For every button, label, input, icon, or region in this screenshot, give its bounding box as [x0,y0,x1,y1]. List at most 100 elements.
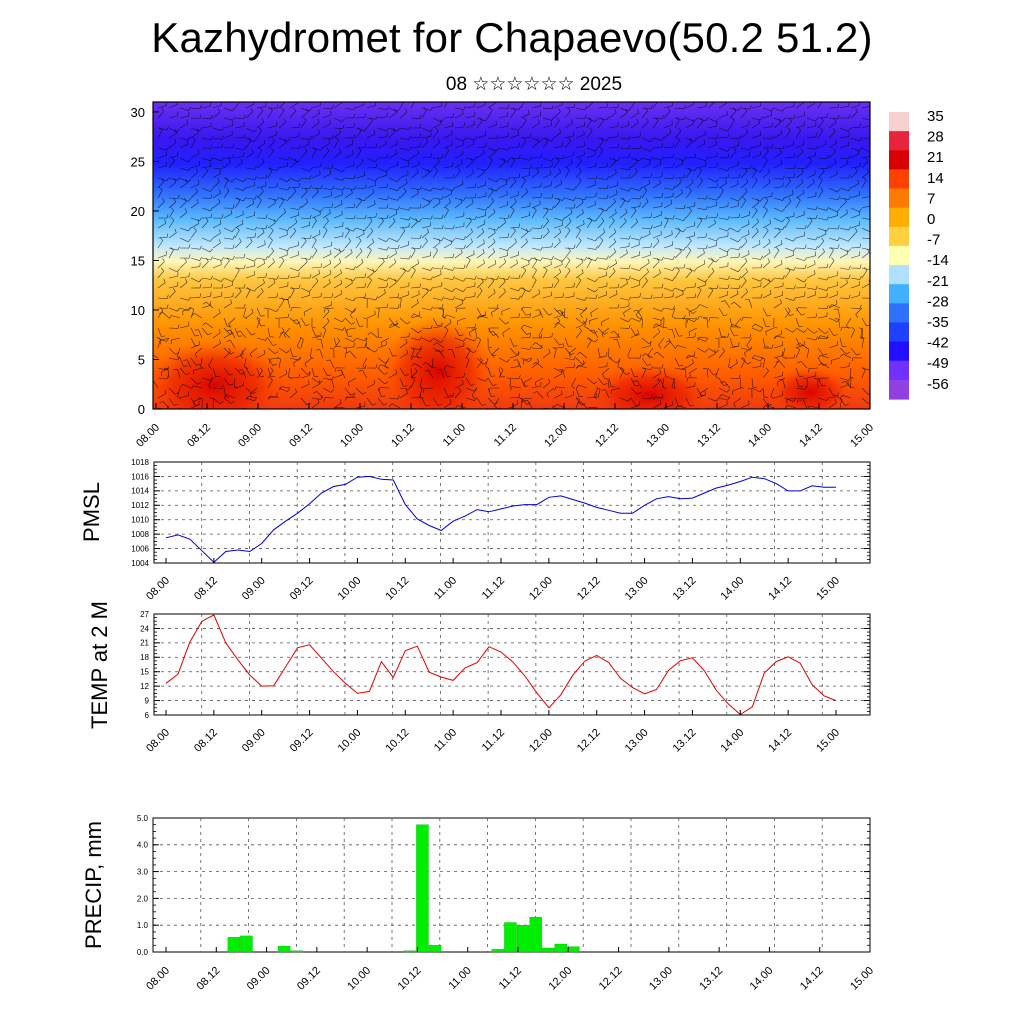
wind-barb [487,377,493,386]
wind-barb [168,132,177,139]
wind-barb [751,135,761,139]
wind-barb [179,167,189,171]
wind-barb-flag [265,336,268,341]
wind-barb-flag [275,308,279,312]
wind-barb [784,167,794,170]
wind-barb-flag [260,315,265,317]
wind-barb [597,140,604,149]
wind-barb-flag [646,363,651,366]
wind-barb [685,137,695,142]
wind-barb [575,180,582,189]
wind-barb [575,399,580,409]
wind-barb [201,287,211,289]
wind-barb [762,370,769,379]
wind-barb [509,201,517,209]
wind-barb-flag [782,175,785,180]
wind-barb [311,149,317,159]
wind-barb-flag [183,365,188,367]
wind-barb-flag [392,127,396,132]
wind-barb [311,383,321,389]
wind-barb-flag [771,135,774,140]
wind-barb-flag [276,167,279,171]
wind-barb-flag [578,167,582,171]
wind-barb [228,317,236,325]
wind-barb [206,301,214,309]
wind-barb [168,177,178,181]
wind-barb-flag [551,116,554,121]
wind-barb [828,162,837,169]
wind-barb-flag [859,264,862,269]
wind-barb-flag [470,384,475,386]
wind-barb [696,134,706,139]
wind-barb [333,214,343,219]
wind-barb [377,277,387,282]
wind-barb [421,240,428,249]
wind-barb [685,317,695,323]
wind-barb-flag [723,314,728,317]
wind-barb [729,197,739,202]
wind-barb-flag [318,269,321,274]
colorbar-boxes [889,112,909,400]
wind-barb-flag [273,199,276,204]
wind-barb [333,187,343,191]
wind-barb-flag [584,195,587,200]
wind-barb-flag [249,353,253,358]
wind-barb [718,103,727,109]
precip-x-tick-label: 12.12 [597,965,625,993]
wind-barb-flag [221,384,224,389]
wind-barb-flag [551,255,554,260]
wind-barb-flag [617,283,620,288]
wind-barb [674,217,684,222]
wind-barb-flag [628,166,631,170]
wind-barb-flag [782,197,785,201]
wind-barb [347,396,357,399]
wind-barb [432,242,441,249]
wind-barb-flag [773,326,778,329]
wind-barb [329,359,335,369]
temp-line [165,614,837,716]
wind-barb [509,254,519,259]
wind-barb-flag [209,397,214,400]
wind-barb [608,357,617,364]
wind-barb [256,227,267,229]
wind-barb [776,335,786,339]
wind-barb [520,215,530,219]
wind-barb-flag [448,198,451,203]
wind-barb-flag [437,158,440,162]
colorbar-box [889,131,909,151]
wind-barb [498,317,506,325]
wind-barb-flag [694,293,697,298]
wind-barb [454,153,464,159]
wind-barb [784,307,791,316]
wind-barb [597,366,607,369]
wind-barb [289,289,295,299]
wind-barb-flag [715,178,719,183]
wind-barb-flag [528,260,530,265]
wind-barb [696,197,706,200]
wind-barb [377,220,384,229]
wind-barb [311,214,321,219]
wind-barb-flag [848,265,851,270]
wind-barb-flag [544,267,548,271]
wind-barb [366,157,376,163]
wind-barb-flag [645,107,648,112]
wind-barb-flag [199,283,202,288]
wind-barb [289,222,298,229]
wind-barb [773,302,782,309]
wind-barb [366,230,374,239]
wind-barb-flag [799,399,804,401]
wind-barb [520,377,525,387]
wind-barb [278,277,288,280]
wind-barb-flag [661,307,664,312]
wind-barb-flag [871,247,873,250]
wind-barb-flag [386,303,389,308]
wind-barb-flag [808,157,812,161]
wind-barb-flag [727,167,730,172]
wind-barb [564,347,572,355]
wind-barb [410,367,412,377]
wind-barb [509,316,519,319]
wind-barb-flag [467,347,471,351]
wind-barb-flag [163,278,166,283]
wind-barb [333,272,342,279]
wind-barb [316,391,324,399]
